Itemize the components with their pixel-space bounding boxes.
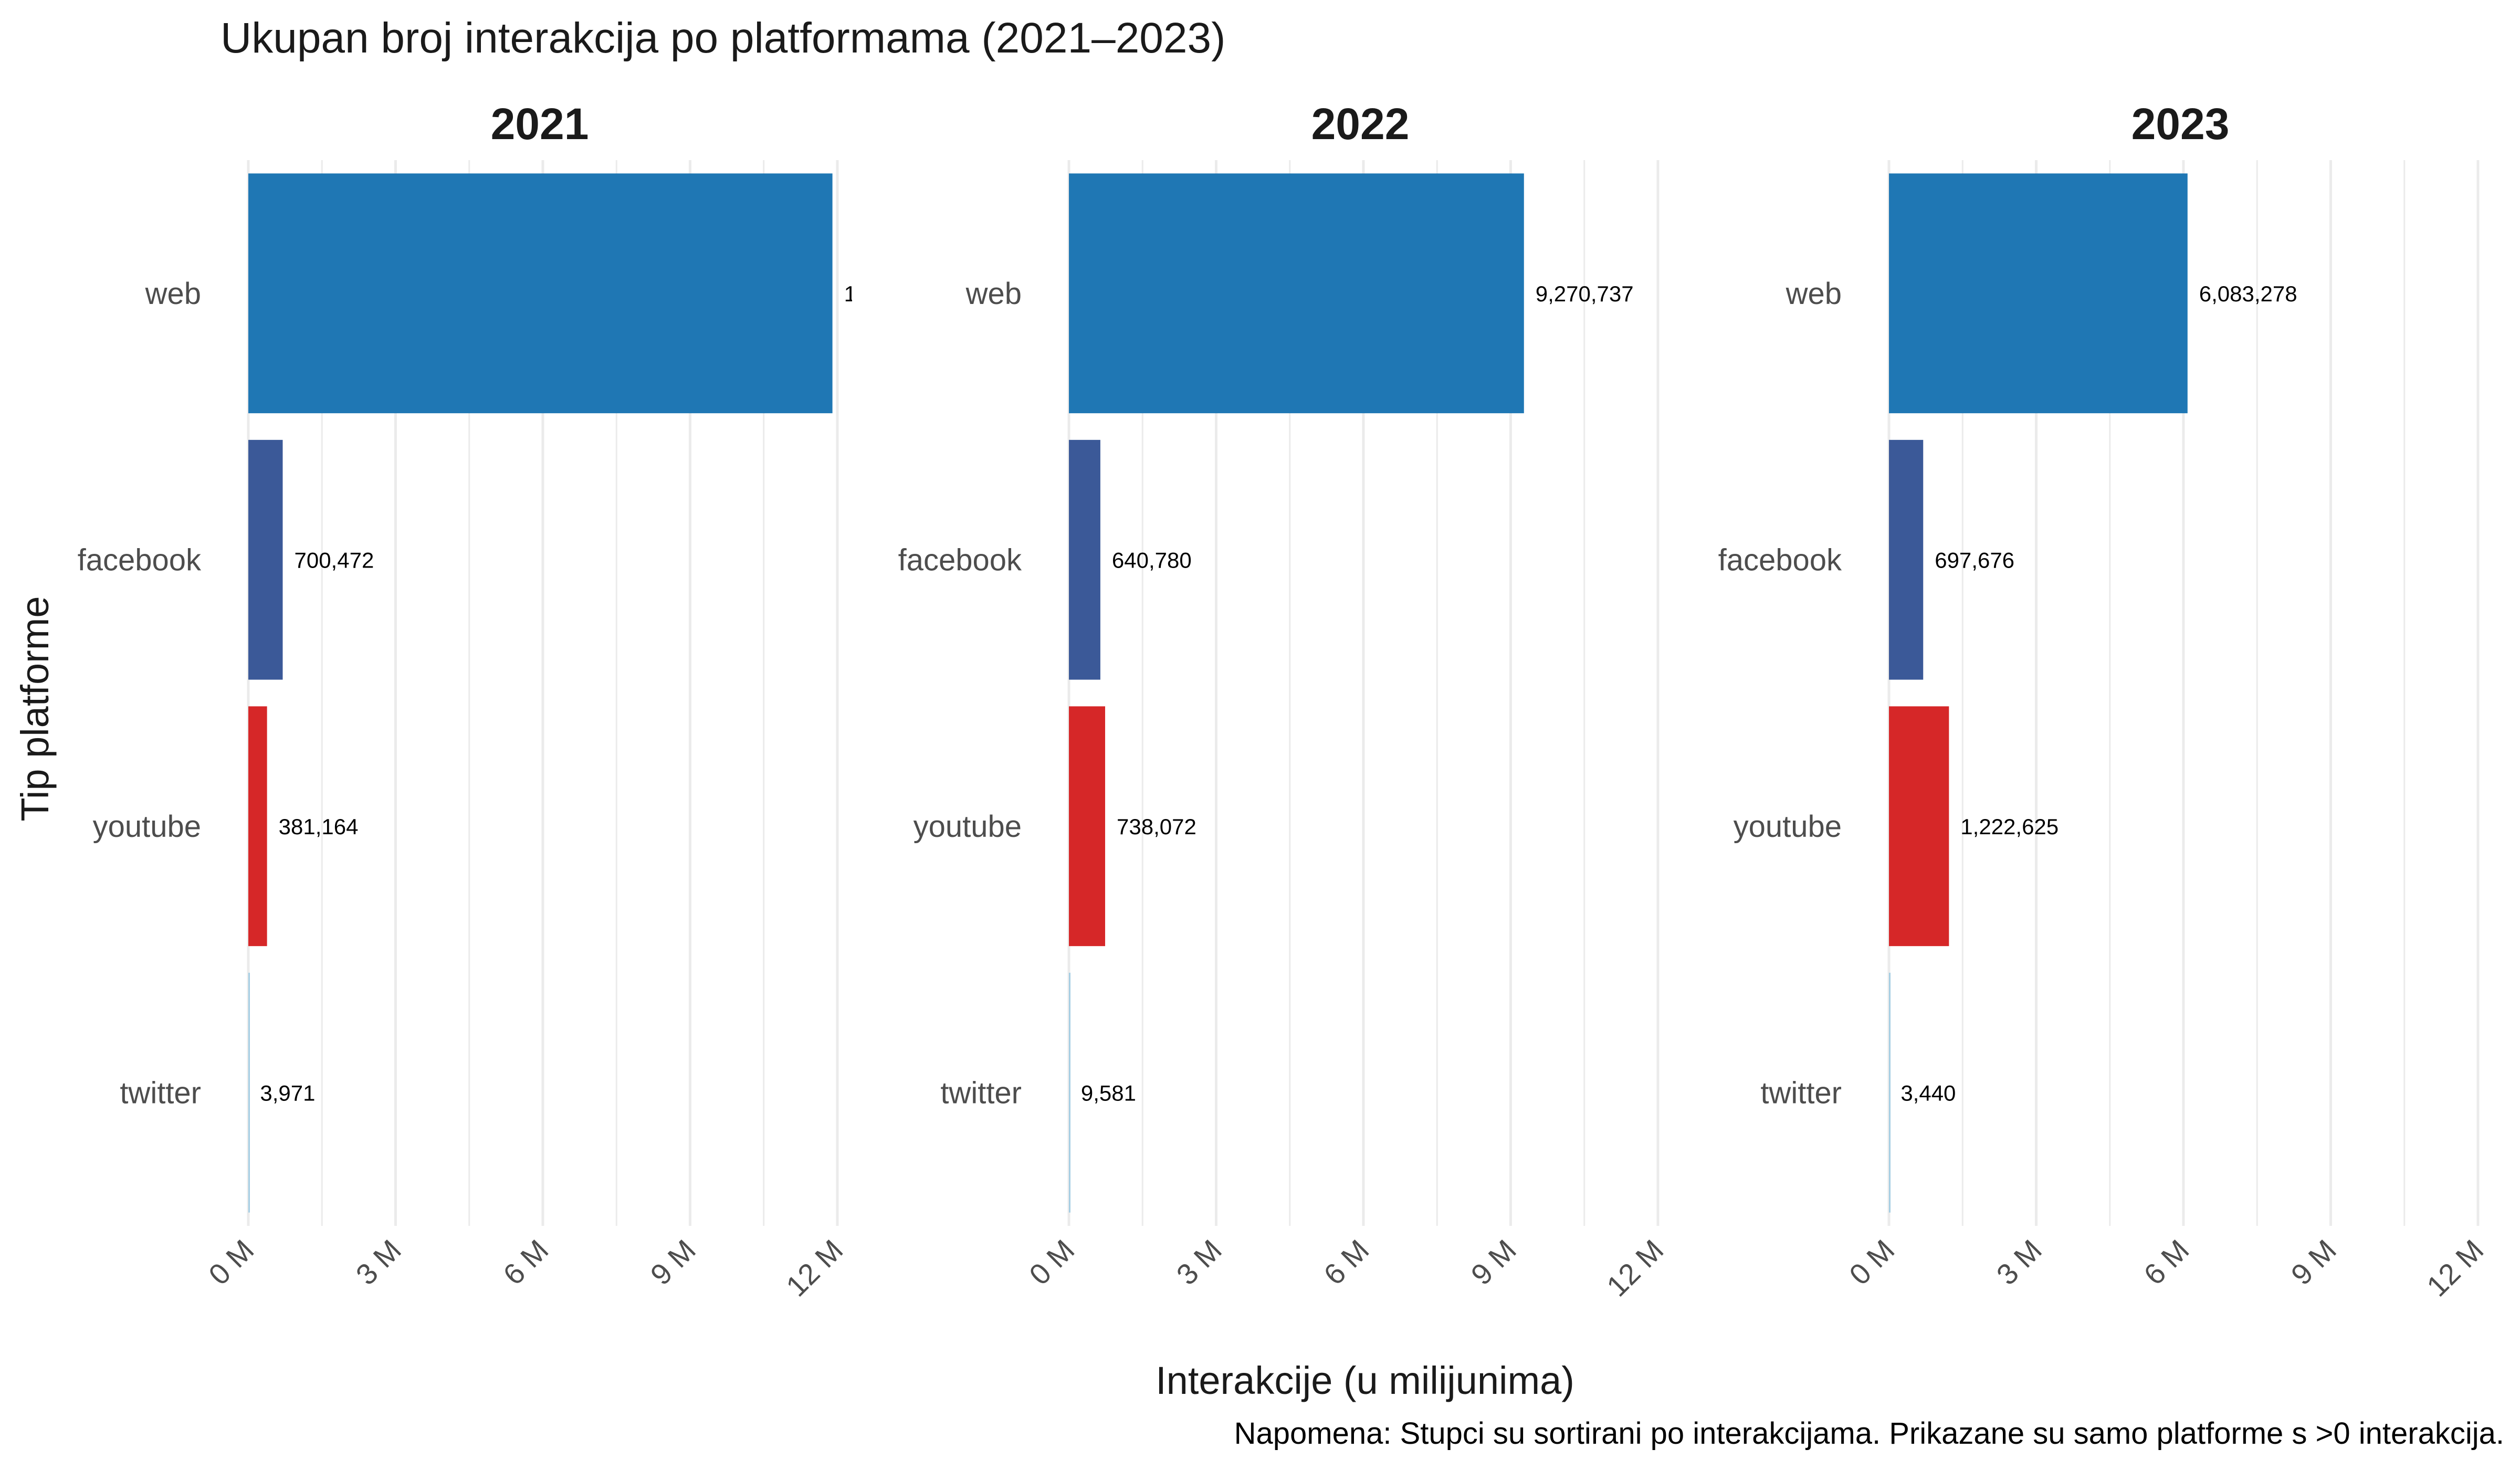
bar-web [1069,173,1524,414]
x-tick-label: 9 M [2284,1233,2343,1292]
bar-youtube [248,706,267,947]
bar-twitter [1889,972,1891,1213]
data-label-web: 11,900,000 [844,281,953,306]
x-tick-label: 12 M [1600,1233,1670,1303]
data-label-youtube: 381,164 [279,814,359,839]
panel-title: 2023 [2132,99,2230,149]
panel-2022: 2022 9,270,737 640,780 738,072 9,581 web faceb… [898,99,1670,1303]
bar-youtube [1069,706,1106,947]
y-axis-title: Tip platforme [13,596,57,821]
x-tick-label: 6 M [2137,1233,2196,1292]
category-label-web: web [965,277,1022,311]
panel-2021: 2021 11,900,000 700,472 381,164 3,971 web face… [78,99,953,1303]
bar-facebook [1069,439,1100,680]
category-label-twitter: twitter [120,1076,201,1110]
category-label-web: web [1786,277,1842,311]
x-tick-label: 3 M [349,1233,407,1292]
panel-2023: 2023 6,083,278 697,676 1,222,625 3,440 web fac… [1718,99,2490,1303]
panel-title: 2021 [491,99,589,149]
bar-facebook [1889,439,1924,680]
data-label-web: 9,270,737 [1536,281,1634,306]
x-tick-label: 9 M [1464,1233,1522,1292]
category-label-twitter: twitter [1760,1076,1842,1110]
category-label-twitter: twitter [940,1076,1022,1110]
x-tick-label: 12 M [780,1233,849,1303]
x-tick-label: 12 M [2420,1233,2490,1303]
data-label-web: 6,083,278 [2199,281,2297,306]
data-label-twitter: 9,581 [1081,1080,1136,1105]
chart-caption: Napomena: Stupci su sortirani po interak… [1234,1416,2504,1451]
category-label-youtube: youtube [1734,810,1842,844]
data-label-youtube: 738,072 [1117,814,1196,839]
bar-youtube [1889,706,1949,947]
x-tick-label: 3 M [1170,1233,1228,1292]
bar-twitter [1069,972,1070,1213]
category-label-youtube: youtube [93,810,201,844]
category-label-facebook: facebook [78,543,202,577]
data-label-youtube: 1,222,625 [1960,814,2059,839]
x-tick-label: 0 M [1023,1233,1081,1292]
x-tick-label: 9 M [644,1233,702,1292]
bars: 6,083,278 697,676 1,222,625 3,440 [1889,173,2297,1213]
x-tick-label: 0 M [1843,1233,1901,1292]
bar-web [1889,173,2188,414]
data-label-twitter: 3,440 [1900,1080,1956,1105]
chart-panels: 2021 11,900,000 700,472 381,164 3,971 web face… [78,99,2490,1303]
bar-web [248,173,833,414]
chart-title: Ukupan broj interakcija po platformama (… [220,14,1225,62]
bars: 9,270,737 640,780 738,072 9,581 [1069,173,1634,1213]
bar-facebook [248,439,283,680]
x-tick-label: 0 M [202,1233,260,1292]
data-label-facebook: 700,472 [294,548,374,572]
category-label-web: web [145,277,201,311]
bars: 11,900,000 700,472 381,164 3,971 [248,173,953,1213]
bar-twitter [248,972,250,1213]
category-label-facebook: facebook [1718,543,1842,577]
category-label-youtube: youtube [914,810,1022,844]
data-label-twitter: 3,971 [260,1080,315,1105]
panel-title: 2022 [1311,99,1410,149]
x-tick-label: 3 M [1990,1233,2048,1292]
x-tick-label: 6 M [497,1233,555,1292]
x-tick-label: 6 M [1317,1233,1376,1292]
x-axis-title: Interakcije (u milijunima) [1156,1359,1574,1402]
data-label-facebook: 640,780 [1112,548,1192,572]
data-label-facebook: 697,676 [1935,548,2014,572]
category-label-facebook: facebook [898,543,1022,577]
